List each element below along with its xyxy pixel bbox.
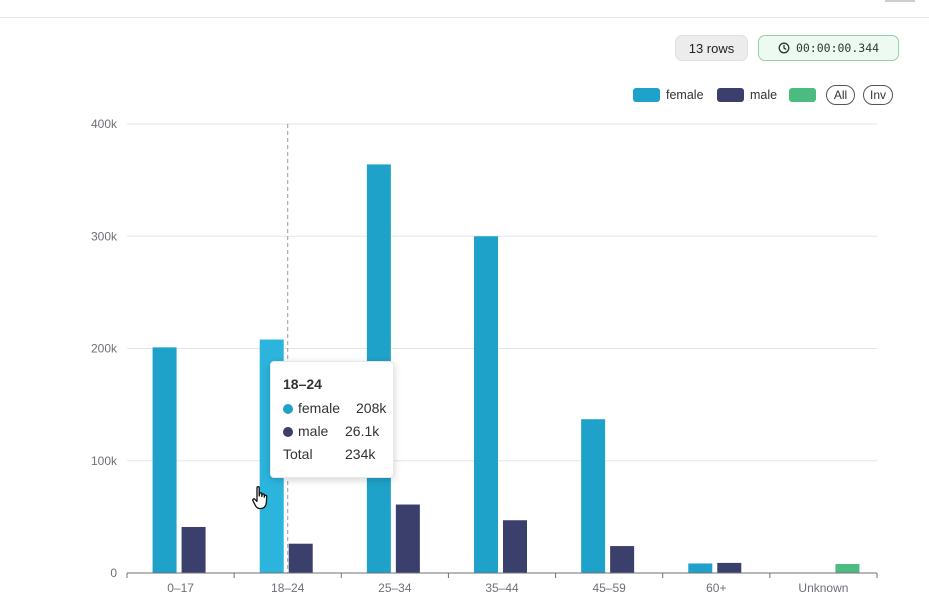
y-tick-label: 0 xyxy=(110,566,117,580)
bar-female-3 xyxy=(474,236,498,573)
tooltip-row-male: male 26.1k xyxy=(283,423,393,441)
clock-icon xyxy=(778,42,790,54)
x-tick-label: 45–59 xyxy=(592,581,626,595)
legend-all-label: All xyxy=(833,88,848,102)
bar-male-0 xyxy=(181,526,206,573)
y-tick-label: 200k xyxy=(91,342,118,356)
tooltip-value-female: 208k xyxy=(356,400,387,416)
legend-invert-button[interactable]: Inv xyxy=(863,85,893,105)
x-tick-label: 60+ xyxy=(706,581,726,595)
corner-mark xyxy=(885,0,915,2)
tooltip-value-male: 26.1k xyxy=(345,423,380,439)
bar-male-4 xyxy=(610,546,635,573)
bar-series-2-6 xyxy=(835,564,860,573)
legend-swatch-male[interactable] xyxy=(717,88,744,102)
tooltip-row-total: Total 234k xyxy=(283,446,393,464)
bar-male-1 xyxy=(288,543,313,573)
tooltip-total-label: Total xyxy=(283,446,313,462)
row-count-label: 13 rows xyxy=(688,40,735,56)
legend-swatch-unnamed[interactable] xyxy=(789,88,816,102)
tooltip-category: 18–24 xyxy=(283,376,322,392)
tooltip-dot-male xyxy=(283,427,293,437)
bar-female-0 xyxy=(152,347,177,573)
legend-all-button[interactable]: All xyxy=(826,85,855,105)
query-timer-label: 00:00:00.344 xyxy=(795,41,880,55)
tooltip-name-male: male xyxy=(298,423,329,439)
tooltip-dot-female xyxy=(283,404,293,414)
bar-male-5 xyxy=(717,562,742,573)
x-tick-label: 0–17 xyxy=(167,581,194,595)
y-tick-label: 300k xyxy=(91,229,118,243)
x-tick-label: 25–34 xyxy=(378,581,412,595)
y-tick-label: 100k xyxy=(91,454,118,468)
bar-male-2 xyxy=(395,504,420,573)
x-tick-label: 18–24 xyxy=(271,581,305,595)
bar-female-5 xyxy=(688,563,713,573)
x-tick-label: Unknown xyxy=(798,581,848,595)
tooltip-name-female: female xyxy=(298,400,341,416)
legend-label-male[interactable]: male xyxy=(750,88,778,102)
x-tick-label: 35–44 xyxy=(485,581,519,595)
hand-pointer-icon xyxy=(251,485,271,516)
legend-label-female[interactable]: female xyxy=(666,88,704,102)
y-tick-label: 400k xyxy=(91,117,118,131)
row-count-badge: 13 rows xyxy=(675,35,748,61)
legend-swatch-female[interactable] xyxy=(633,88,660,102)
legend-invert-label: Inv xyxy=(869,88,886,102)
chart-tooltip: 18–24 female 208k male 26.1k Total 234k xyxy=(270,361,394,478)
tooltip-row-female: female 208k xyxy=(283,400,393,418)
tooltip-total-value: 234k xyxy=(345,446,376,462)
query-timer-badge: 00:00:00.344 xyxy=(758,35,899,61)
bar-female-4 xyxy=(581,419,606,573)
bar-male-3 xyxy=(503,520,527,573)
top-divider xyxy=(0,17,929,18)
